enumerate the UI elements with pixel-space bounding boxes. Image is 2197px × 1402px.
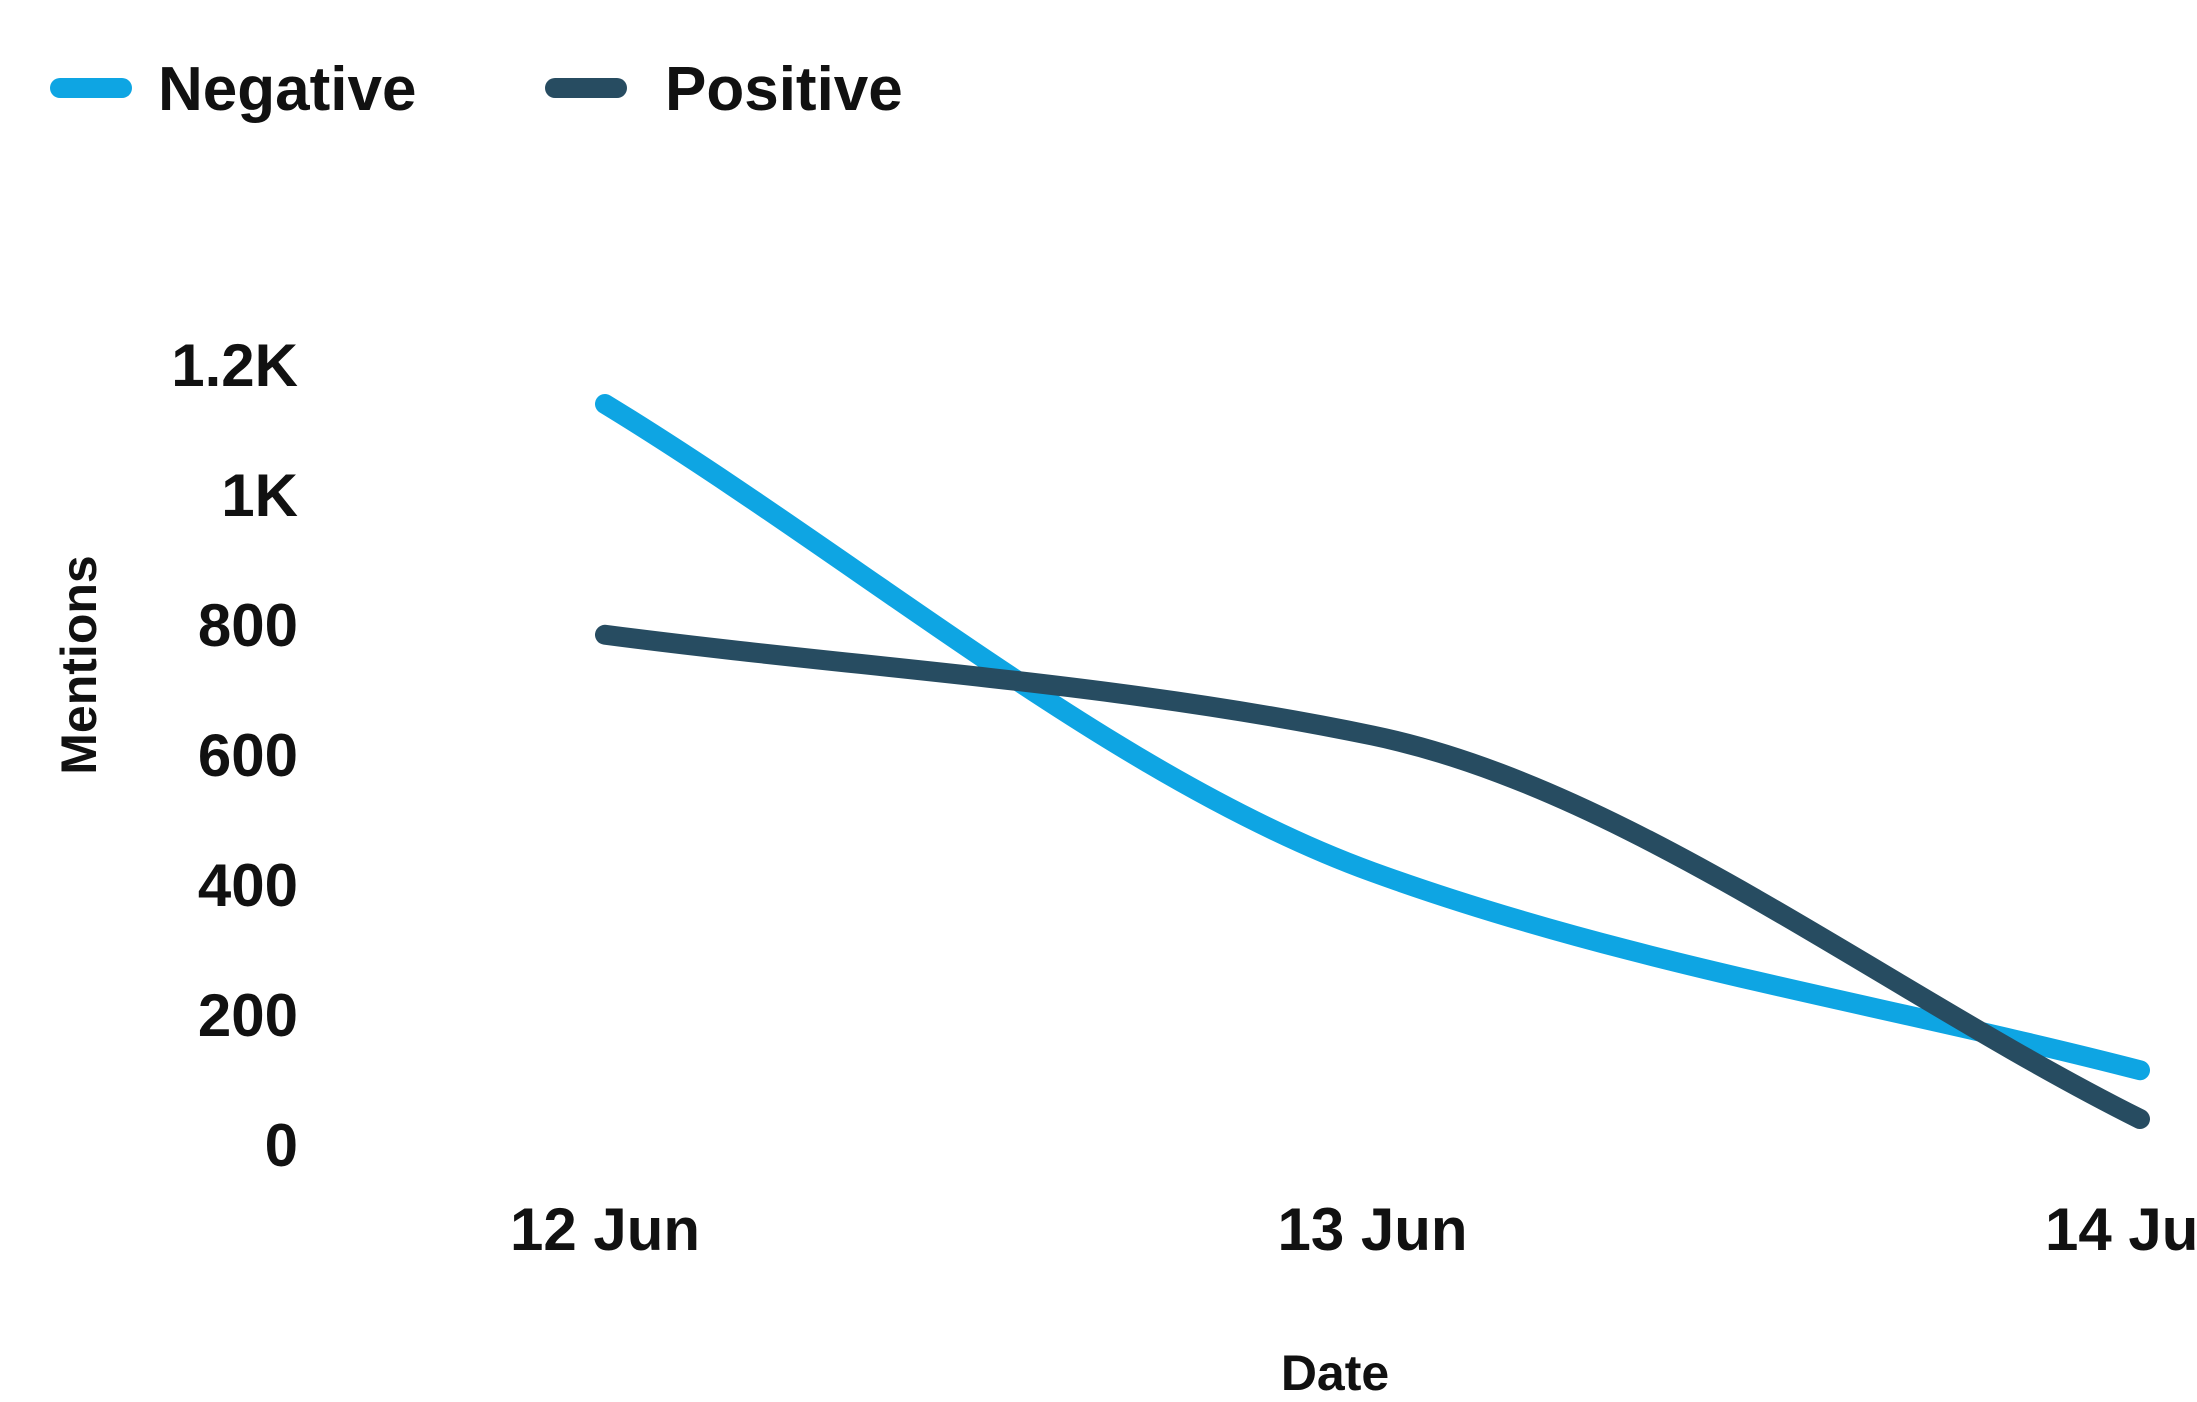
x-axis-title: Date [1281, 1345, 1389, 1401]
y-tick-label: 1.2K [171, 332, 298, 399]
legend: Negative Positive [50, 55, 903, 124]
y-tick-label: 800 [198, 592, 298, 659]
series-line-negative [595, 394, 2150, 1081]
x-tick-label: 12 Jun [510, 1196, 700, 1263]
legend-label-negative: Negative [158, 55, 416, 124]
series-line-positive [595, 624, 2150, 1129]
x-axis-ticks: 12 Jun 13 Jun 14 Jun [510, 1196, 2197, 1263]
y-tick-label: 400 [198, 852, 298, 919]
y-axis-title: Mentions [51, 555, 107, 774]
y-axis-ticks: 0 200 400 600 800 1K 1.2K [171, 332, 298, 1179]
y-tick-label: 0 [265, 1112, 298, 1179]
y-tick-label: 200 [198, 982, 298, 1049]
series-lines [595, 394, 2150, 1129]
x-tick-label: 13 Jun [1277, 1196, 1467, 1263]
x-tick-label: 14 Jun [2045, 1196, 2197, 1263]
y-tick-label: 1K [221, 462, 298, 529]
y-tick-label: 600 [198, 722, 298, 789]
legend-label-positive: Positive [665, 55, 903, 124]
